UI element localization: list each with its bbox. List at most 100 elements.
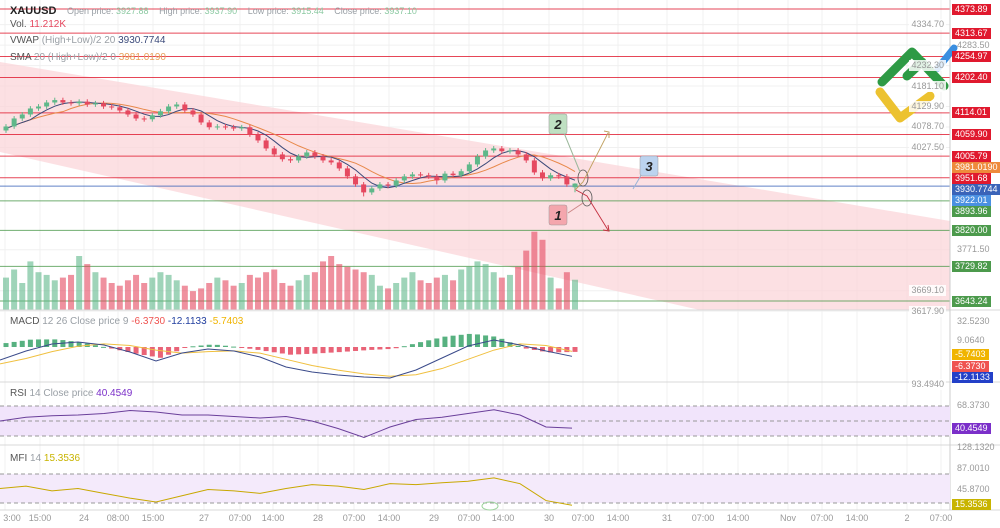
macd-histogram-bar <box>19 340 25 347</box>
vwap-name: VWAP <box>10 35 39 46</box>
vwap-params: (High+Low)/2 20 <box>41 35 116 46</box>
candle-body <box>499 148 505 152</box>
macd-histogram-bar <box>385 347 391 350</box>
macd-histogram-bar <box>483 335 489 347</box>
price-level-badge: 4202.40 <box>952 72 991 84</box>
candle-body <box>133 114 139 119</box>
candle-body <box>52 100 58 103</box>
macd-histogram-bar <box>279 347 285 354</box>
time-axis-label: 3:00 <box>3 513 21 523</box>
volume-bar <box>222 280 229 310</box>
macd-histogram-bar <box>76 342 82 347</box>
volume-bar <box>417 280 424 310</box>
macd-histogram-bar <box>336 347 342 353</box>
candle-body <box>166 106 172 112</box>
annotation-circle-1 <box>581 189 593 207</box>
time-axis-label: 14:00 <box>261 513 285 523</box>
candle-body <box>101 103 107 107</box>
volume-bar <box>100 277 107 310</box>
vwap-value: 3930.7744 <box>118 35 166 46</box>
volume-bar <box>238 283 245 310</box>
price-axis-label: 4283.50 <box>957 39 990 50</box>
macd-histogram-bar <box>222 345 228 347</box>
close-label: Close price: <box>334 6 382 16</box>
candle-body <box>198 114 204 123</box>
candle-body <box>149 115 155 120</box>
volume-bar <box>409 272 416 310</box>
volume-bar <box>68 274 75 310</box>
mfi-axis-label: 45.8700 <box>957 484 990 494</box>
candle-body <box>271 148 277 155</box>
candle-body <box>84 101 90 105</box>
macd-value: -12.1133 <box>167 316 207 327</box>
candle-body <box>483 150 489 157</box>
high-value: 3937.90 <box>204 6 238 16</box>
price-level-badge: 3981.0190 <box>952 161 1000 173</box>
volume-bar <box>19 283 26 310</box>
annotation-box-3 <box>639 155 659 177</box>
mfi-legend[interactable]: MFI 14 15.3536 <box>10 453 80 464</box>
volume-bar <box>59 277 66 310</box>
macd-histogram-bar <box>141 347 147 356</box>
candle-body <box>556 175 562 177</box>
macd-histogram-bar <box>296 347 302 355</box>
macd-histogram-bar <box>491 336 497 347</box>
volume-bar <box>271 269 278 310</box>
macd-histogram-bar <box>263 347 269 352</box>
time-axis-label: 14:00 <box>606 513 630 523</box>
callout-1-pointer <box>567 202 584 214</box>
volume-legend: Vol. 11.212K <box>10 19 66 30</box>
macd-histogram-bar <box>418 342 424 347</box>
macd-histogram-bar <box>117 347 123 351</box>
sma-value: 3981.0190 <box>118 52 166 63</box>
macd-histogram-bar <box>125 347 131 352</box>
sma-legend[interactable]: SMA 20 (High+Low)/2 0 3981.0190 <box>10 52 166 63</box>
volume-bar <box>116 285 123 310</box>
volume-bar <box>173 280 180 310</box>
macd-histogram-bar <box>68 341 74 347</box>
arrow-up-path <box>574 132 609 191</box>
macd-histogram-bar <box>474 334 480 347</box>
macd-histogram-bar <box>523 347 529 349</box>
rsi-name: RSI <box>10 388 27 399</box>
macd-histogram-bar <box>361 347 367 351</box>
price-level-badge: 3729.82 <box>952 260 991 272</box>
volume-bar <box>401 277 408 310</box>
volume-bar <box>547 277 554 310</box>
volume-bar <box>295 280 302 310</box>
volume-bar <box>311 272 318 310</box>
price-axis-label: 4027.50 <box>909 141 946 153</box>
macd-histogram-bar <box>255 347 261 350</box>
candle-body <box>328 160 334 163</box>
candle-body <box>117 107 123 111</box>
volume-bar <box>287 285 294 310</box>
time-axis-label: 07:00 <box>691 513 715 523</box>
macd-histogram-bar <box>458 334 464 347</box>
price-level-badge: 3951.68 <box>952 172 991 184</box>
price-level-badge: 3930.7744 <box>952 183 1000 195</box>
macd-histogram-bar <box>328 347 334 353</box>
candle-body <box>190 110 196 115</box>
candle-body <box>515 150 521 155</box>
volume-bar <box>328 256 335 310</box>
volume-bar <box>35 272 42 310</box>
candle-body <box>255 134 261 141</box>
annotation-box-2 <box>548 113 568 135</box>
macd-axis-label: 32.5230 <box>957 316 990 326</box>
macd-legend[interactable]: MACD 12 26 Close price 9 -6.3730 -12.113… <box>10 316 243 327</box>
candle-body <box>507 150 513 152</box>
rsi-legend[interactable]: RSI 14 Close price 40.4549 <box>10 388 132 399</box>
vwap-legend[interactable]: VWAP (High+Low)/2 20 3930.7744 <box>10 35 165 46</box>
price-axis-label: 3669.10 <box>909 285 946 297</box>
rsi-value: 40.4549 <box>96 388 133 399</box>
macd-histogram-bar <box>434 338 440 347</box>
candle-body <box>3 126 9 131</box>
candle-body <box>157 111 163 116</box>
volume-bar <box>425 283 432 310</box>
open-value: 3927.88 <box>116 6 149 16</box>
rsi-axis-label: 93.4940 <box>909 379 946 390</box>
candle-body <box>239 127 245 129</box>
macd-histogram-bar <box>247 347 253 349</box>
candle-body <box>231 127 237 129</box>
